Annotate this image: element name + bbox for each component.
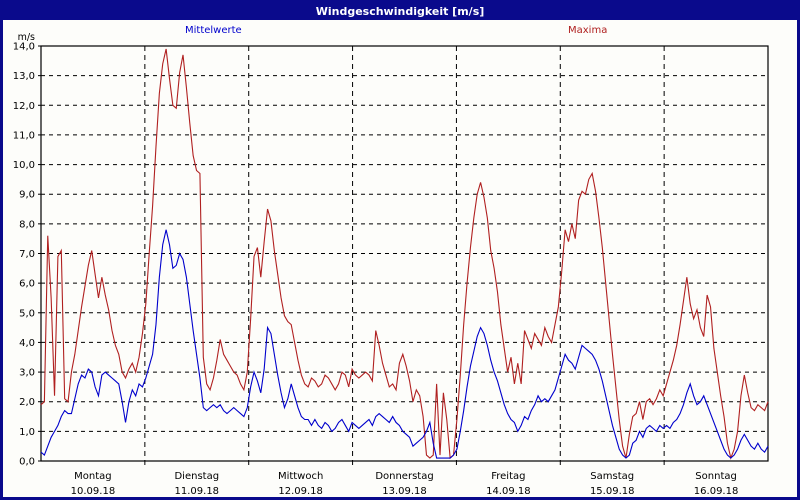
plot-area: 0,0 1,0 2,0 3,0 4,0 5,0 6,0 7,0 8,0 9,0 10,0 11,0 12… — [3, 3, 797, 497]
x-axis-day-name: Sonntag — [695, 471, 737, 482]
y-tick-label: 2,0 — [19, 397, 35, 408]
page-title: Windgeschwindigkeit [m/s] — [315, 5, 485, 18]
legend-item-mittelwerte: Mittelwerte — [185, 25, 242, 36]
data-series-lines — [40, 48, 769, 460]
x-axis-day-name: Mittwoch — [278, 471, 323, 482]
x-axis-date: 11.09.18 — [175, 486, 220, 497]
x-axis-date: 12.09.18 — [278, 486, 323, 497]
x-axis-day-labels: Montag 10.09.18 Dienstag 11.09.18 Mittwoch 12… — [71, 471, 739, 497]
y-tick-label: 9,0 — [19, 190, 35, 201]
x-axis-day-name: Dienstag — [174, 471, 219, 482]
y-tick-label: 4,0 — [19, 338, 35, 349]
x-axis-date: 16.09.18 — [694, 486, 739, 497]
y-tick-label: 1,0 — [19, 427, 35, 438]
y-tick-label: 11,0 — [13, 130, 35, 141]
x-axis-date: 13.09.18 — [382, 486, 427, 497]
chart-legend: Mittelwerte Maxima — [3, 25, 797, 39]
y-axis-tick-labels: 0,0 1,0 2,0 3,0 4,0 5,0 6,0 7,0 8,0 9,0 10,0 11,0 12… — [13, 42, 35, 468]
y-tick-label: 13,0 — [13, 71, 35, 82]
y-tick-label: 12,0 — [13, 101, 35, 112]
x-axis-day-name: Donnerstag — [375, 471, 433, 482]
y-tick-label: 8,0 — [19, 219, 35, 230]
y-axis-unit-label: m/s — [18, 32, 35, 43]
series-line-mittelwerte — [40, 229, 769, 459]
y-axis-tick-marks — [38, 45, 41, 462]
wind-speed-line-chart: 0,0 1,0 2,0 3,0 4,0 5,0 6,0 7,0 8,0 9,0 10,0 11,0 12… — [13, 32, 769, 497]
y-tick-label: 14,0 — [13, 42, 35, 53]
y-tick-label: 0,0 — [19, 457, 35, 468]
legend-item-maxima: Maxima — [568, 25, 608, 36]
x-axis-day-name: Freitag — [491, 471, 525, 482]
x-axis-day-name: Montag — [74, 471, 111, 482]
x-axis-date: 15.09.18 — [590, 486, 635, 497]
series-line-maxima — [40, 48, 769, 460]
y-tick-label: 10,0 — [13, 160, 35, 171]
x-axis-date: 14.09.18 — [486, 486, 531, 497]
x-axis-day-name: Samstag — [590, 471, 634, 482]
window-title-bar: Windgeschwindigkeit [m/s] — [3, 3, 797, 20]
y-tick-label: 6,0 — [19, 279, 35, 290]
grid-lines — [41, 45, 768, 462]
x-axis-date: 10.09.18 — [71, 486, 116, 497]
y-tick-label: 3,0 — [19, 368, 35, 379]
y-tick-label: 5,0 — [19, 308, 35, 319]
y-tick-label: 7,0 — [19, 249, 35, 260]
